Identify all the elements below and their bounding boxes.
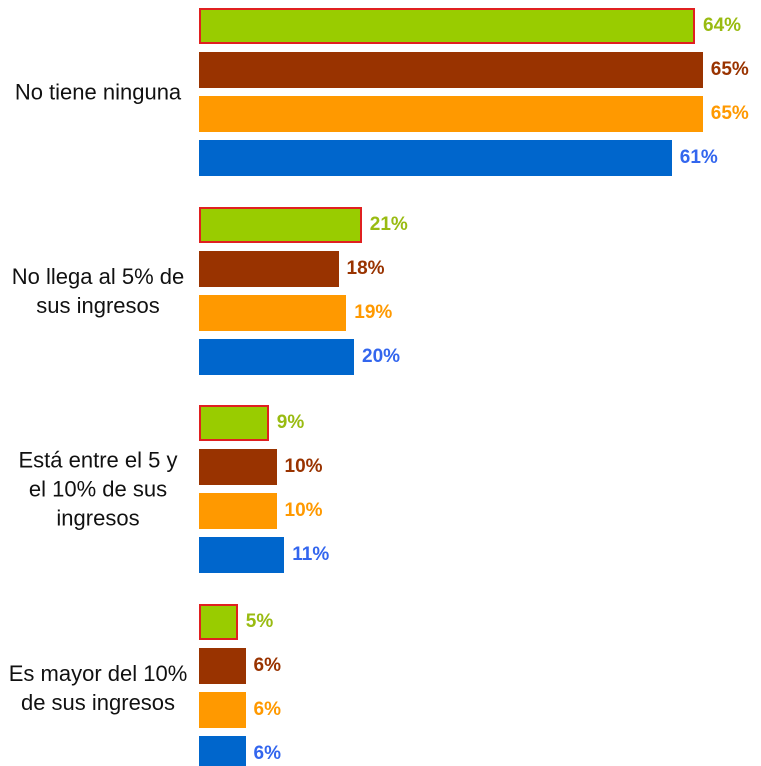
bar	[199, 52, 703, 88]
bar	[199, 493, 277, 529]
bar	[199, 207, 362, 243]
bar	[199, 339, 354, 375]
value-label: 65%	[710, 103, 749, 124]
bar	[199, 96, 703, 132]
value-label: 19%	[354, 302, 393, 323]
category-label: No llega al 5% de sus ingresos	[11, 264, 185, 318]
bar	[199, 736, 246, 766]
bar	[199, 251, 339, 287]
bar	[199, 405, 269, 441]
bar	[199, 692, 246, 728]
value-label: 20%	[362, 346, 401, 367]
value-label: 64%	[703, 15, 742, 36]
bar	[199, 648, 246, 684]
value-label: 11%	[292, 544, 330, 565]
bar	[199, 140, 672, 176]
value-label: 9%	[276, 412, 305, 433]
bar	[199, 8, 695, 44]
value-label: 65%	[710, 59, 749, 80]
bar	[199, 537, 285, 573]
value-label: 10%	[284, 456, 323, 477]
value-label: 6%	[253, 699, 281, 720]
bar	[199, 295, 347, 331]
value-label: 10%	[284, 500, 323, 521]
category-label: Es mayor del 10% de sus ingresos	[8, 661, 188, 715]
category-label: Está entre el 5 y el 10% de sus ingresos	[18, 447, 178, 531]
value-label: 6%	[253, 655, 281, 676]
value-label: 61%	[679, 147, 718, 168]
category-label: No tiene ninguna	[14, 79, 182, 105]
value-label: 6%	[253, 743, 281, 764]
bar	[199, 604, 238, 640]
value-label: 5%	[245, 611, 274, 632]
bar	[199, 449, 277, 485]
value-label: 18%	[346, 258, 385, 279]
value-label: 21%	[369, 214, 408, 235]
